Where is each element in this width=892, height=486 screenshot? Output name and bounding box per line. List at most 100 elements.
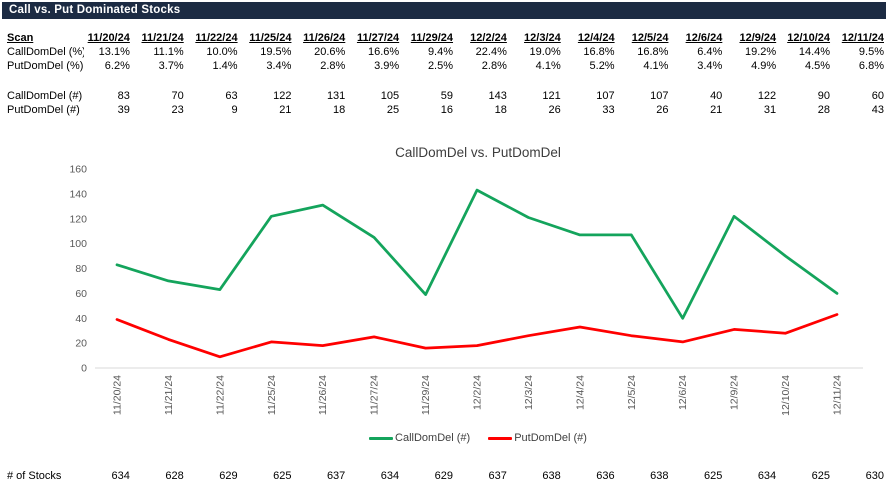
date-header: 11/21/24 [141,32,184,44]
stocks-count-value: 638 [542,470,561,482]
metric-row: CallDomDel (#) 83 70 63 122 131 105 59 143 121 107… [0,89,892,103]
metric-value-cell: 19.2% [744,46,777,58]
stocks-count-row: # of Stocks 634 628 629 625 637 634 629 637 638 63… [0,469,892,483]
metric-value-cell: 90 [817,90,831,102]
metric-value-cell: 26 [548,104,561,116]
series-line [115,188,839,320]
metric-value-cell: 83 [117,90,130,102]
metric-value-cell: 14.4% [798,46,831,58]
metric-value-cell: 5.2% [589,60,615,72]
metric-value-cell: 31 [763,104,777,116]
stocks-count-value: 625 [811,470,831,482]
stocks-count-value: 634 [380,470,400,482]
x-axis-tick-label: 12/6/24 [677,375,689,410]
y-axis-tick-label: 140 [69,188,87,200]
date-header: 11/25/24 [249,32,292,44]
date-header: 11/27/24 [356,32,400,44]
date-header: 12/3/24 [524,32,561,44]
report-title: Call vs. Put Dominated Stocks [9,4,181,16]
x-axis-tick-label: 12/2/24 [472,375,484,410]
stocks-count-value: 625 [273,470,292,482]
x-axis-tick-label: 11/27/24 [369,375,381,415]
date-header: 12/9/24 [739,32,777,44]
stocks-count-value: 638 [650,470,669,482]
metric-row-label: CallDomDel (%) [7,46,84,58]
x-axis-tick-label: 11/29/24 [420,375,432,415]
metric-value-cell: 6.4% [697,46,723,58]
metric-value-cell: 18 [333,104,346,116]
spacer-row [0,73,892,89]
metric-value-cell: 2.8% [320,60,346,72]
metric-value-cell: 59 [440,90,454,102]
y-axis-tick-label: 120 [69,213,87,225]
chart-title: CallDomDel vs. PutDomDel [395,145,561,160]
legend-label: CallDomDel (#) [395,432,471,444]
metric-value-cell: 16.8% [583,46,615,58]
stocks-count-value: 630 [865,470,884,482]
metric-value-cell: 16.8% [637,46,669,58]
metric-value-cell: 143 [488,90,507,102]
scan-header-row: Scan 11/20/24 11/21/24 11/22/24 11/25/24 11/2… [0,31,892,45]
metric-value-cell: 60 [871,90,884,102]
metric-value-cell: 107 [596,90,615,102]
y-axis-tick-label: 100 [69,238,87,250]
date-header: 11/29/24 [410,32,454,44]
metric-value-cell: 21 [710,104,723,116]
legend-line-swatch [488,436,513,440]
metric-value-cell: 4.1% [643,60,669,72]
metric-value-cell: 40 [710,90,723,102]
metric-value-cell: 21 [279,104,292,116]
x-axis-tick-label: 11/20/24 [112,375,124,415]
chart-legend: CallDomDel (#) PutDomDel (#) [93,431,863,445]
x-axis-tick-label: 11/22/24 [214,375,226,415]
metric-value-cell: 10.0% [206,46,238,58]
metric-value-cell: 11.1% [153,46,184,58]
stocks-count-value: 634 [757,470,777,482]
stocks-count-value: 629 [434,470,454,482]
metric-value-cell: 131 [326,90,346,102]
metric-value-cell: 122 [757,90,777,102]
date-header: 12/6/24 [685,32,723,44]
legend-item: CallDomDel (#) [369,432,470,444]
metric-value-cell: 19.5% [260,46,292,58]
metric-row: PutDomDel (%) 6.2% 3.7% 1.4% 3.4% 2.8% 3.9% 2.5… [0,59,892,73]
x-axis-tick-label: 11/25/24 [266,375,278,415]
stocks-count-value: 637 [488,470,507,482]
date-header: 11/26/24 [303,32,346,44]
stocks-count-value: 629 [219,470,238,482]
x-axis-tick-label: 11/21/24 [163,375,175,415]
metric-value-cell: 18 [494,104,507,116]
metric-row: PutDomDel (#) 39 23 9 21 18 25 16 18 26 33 26 21 31 28… [0,103,892,117]
y-axis-tick-label: 60 [75,288,87,300]
date-header: 12/5/24 [631,32,669,44]
y-axis-tick-label: 20 [75,338,87,350]
date-header: 12/4/24 [577,32,615,44]
metric-value-cell: 20.6% [314,46,346,58]
spacer-cell [0,73,84,89]
metric-row-label: PutDomDel (%) [7,60,84,72]
metric-value-cell: 13.1% [98,46,130,58]
stocks-count-value: 637 [326,470,346,482]
metric-value-cell: 9.5% [858,46,884,58]
metric-value-cell: 39 [117,104,130,116]
line-chart: CallDomDel vs. PutDomDel 0 20 40 60 80 100 120 1… [69,145,863,416]
date-header: 12/10/24 [787,32,831,44]
metric-value-cell: 70 [171,90,184,102]
metric-value-cell: 9.4% [427,46,454,58]
metric-value-cell: 23 [171,104,184,116]
x-axis-tick-label: 11/26/24 [317,375,329,415]
scan-corner-label: Scan [7,32,34,44]
x-axis-tick-label: 12/4/24 [574,375,586,410]
x-axis-tick-label: 12/10/24 [780,375,792,416]
x-axis-tick-label: 12/3/24 [523,375,535,410]
metric-value-cell: 121 [542,90,561,102]
y-axis-tick-label: 80 [75,263,87,275]
metric-value-cell: 107 [650,90,669,102]
metric-value-cell: 3.4% [697,60,723,72]
metric-value-cell: 1.4% [212,60,238,72]
metric-value-cell: 9 [231,104,238,116]
stocks-count-label: # of Stocks [7,470,62,482]
stocks-count-value: 625 [703,470,723,482]
metric-row: CallDomDel (%) 13.1% 11.1% 10.0% 19.5% 20.6% 1… [0,45,892,59]
stocks-count-value: 634 [111,470,130,482]
